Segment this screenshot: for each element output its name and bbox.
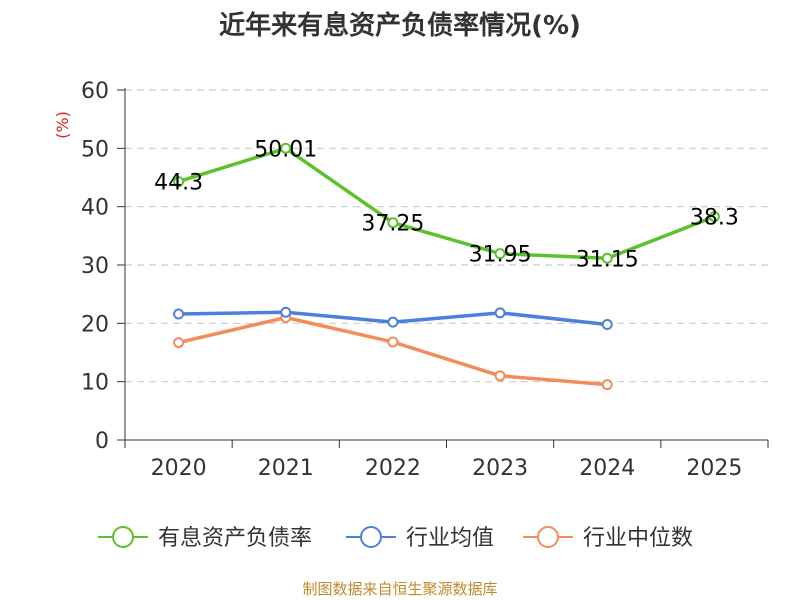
series-0-point-2025	[708, 211, 720, 223]
y-axis-title: (%)	[53, 111, 72, 139]
series-line-0	[178, 146, 716, 261]
legend-label-1: 行业均值	[406, 526, 494, 551]
series-0-point-2023	[494, 248, 506, 260]
legend-marker-2	[537, 526, 559, 548]
y-tick-label-60: 60	[81, 79, 109, 104]
y-tick-label-30: 30	[81, 254, 109, 279]
source-note: 制图数据来自恒生聚源数据库	[302, 580, 497, 598]
series-2-point-2022	[387, 336, 399, 348]
data-label-2023: 31.95	[469, 243, 532, 268]
series-1-point-2020	[173, 308, 185, 320]
series-2-point-2020	[173, 337, 185, 349]
data-labels: 44.3 50.01 37.25 31.95 31.15 38.3	[154, 137, 739, 272]
x-tick-label-2023: 2023	[472, 456, 528, 481]
axes: 0 10 20 30 40 50 60 2020 2021 2022 2023 2024 2025	[81, 79, 769, 481]
data-label-2020: 44.3	[154, 171, 203, 196]
x-tick-label-2020: 2020	[151, 456, 207, 481]
y-tick-label-40: 40	[81, 196, 109, 221]
chart-title: 近年来有息资产负债率情况(%)	[219, 10, 581, 41]
data-label-2024: 31.15	[576, 247, 639, 272]
legend-label-0: 有息资产负债率	[158, 526, 312, 551]
y-tick-label-50: 50	[81, 137, 109, 162]
x-tick-label-2024: 2024	[579, 456, 635, 481]
y-tick-label-20: 20	[81, 312, 109, 337]
y-tick-label-10: 10	[81, 371, 109, 396]
series-0-point-2021	[280, 142, 292, 154]
series-0-point-2020	[173, 176, 185, 188]
series-layer	[173, 142, 720, 391]
legend-label-2: 行业中位数	[583, 526, 693, 551]
grid-lines	[125, 89, 768, 383]
series-1-point-2024	[601, 319, 613, 330]
series-2-point-2023	[494, 370, 506, 382]
x-tick-label-2021: 2021	[258, 456, 314, 481]
legend-marker-0	[112, 526, 134, 548]
series-1-point-2021	[280, 306, 292, 318]
series-0-point-2024	[601, 252, 613, 264]
series-2-point-2024	[601, 379, 613, 391]
legend: 有息资产负债率 行业均值 行业中位数	[98, 526, 693, 551]
y-tick-label-0: 0	[95, 429, 109, 454]
x-tick-label-2022: 2022	[365, 456, 421, 481]
data-label-2025: 38.3	[690, 206, 739, 231]
x-tick-label-2025: 2025	[686, 456, 742, 481]
series-1-point-2022	[387, 316, 399, 328]
series-1-point-2023	[494, 307, 506, 319]
data-label-2022: 37.25	[361, 212, 424, 237]
legend-marker-1	[360, 526, 382, 548]
series-0-point-2022	[387, 217, 399, 229]
data-label-2021: 50.01	[254, 137, 317, 162]
